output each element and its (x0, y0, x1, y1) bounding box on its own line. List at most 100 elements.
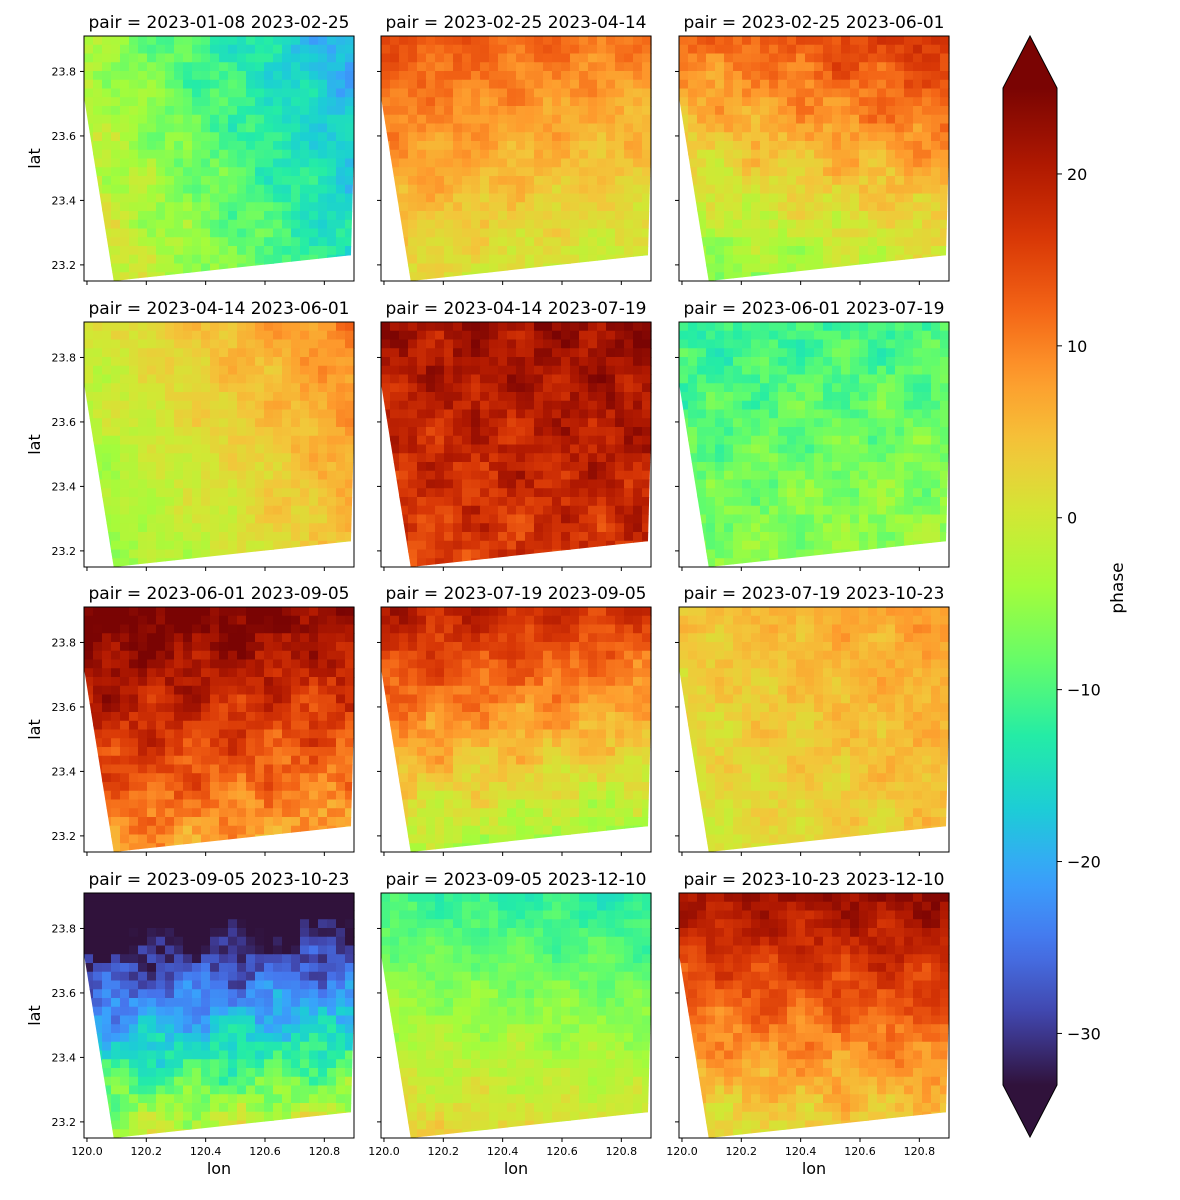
heatmap-cell (931, 53, 941, 63)
heatmap-cell (823, 392, 833, 402)
heatmap-cell (426, 176, 436, 186)
heatmap-cell (453, 400, 463, 411)
heatmap-cell (525, 219, 535, 230)
heatmap-cell (300, 158, 310, 168)
heatmap-cell (291, 263, 301, 273)
heatmap-cell (814, 176, 824, 186)
heatmap-cell (399, 193, 409, 203)
heatmap-cell (165, 400, 175, 411)
heatmap-cell (282, 193, 292, 203)
heatmap-cell (642, 272, 652, 281)
heatmap-cell (480, 167, 490, 177)
heatmap-cell (201, 374, 211, 384)
heatmap-cell (715, 514, 725, 524)
heatmap-cell (291, 53, 301, 63)
heatmap-cell (516, 348, 526, 358)
heatmap-cell (850, 123, 860, 133)
heatmap-cell (606, 211, 616, 221)
heatmap-cell (174, 123, 184, 133)
heatmap-cell (84, 540, 94, 551)
heatmap-cell (498, 453, 508, 463)
heatmap-cell (147, 330, 157, 341)
heatmap-cell (255, 330, 265, 341)
heatmap-cell (922, 132, 932, 142)
heatmap-cell (724, 365, 734, 376)
heatmap-cell (282, 400, 292, 411)
heatmap-cell (688, 272, 698, 281)
heatmap-cell (93, 427, 103, 437)
heatmap-cell (156, 44, 166, 55)
heatmap-cell (381, 488, 391, 498)
heatmap-cell (336, 132, 346, 142)
heatmap-cell (706, 418, 716, 428)
heatmap-cell (751, 435, 761, 446)
heatmap-cell (868, 228, 878, 238)
heatmap-cell (390, 211, 400, 221)
heatmap-cell (174, 348, 184, 358)
heatmap-cell (480, 409, 490, 419)
heatmap-cell (787, 427, 797, 437)
heatmap-cell (291, 444, 301, 454)
heatmap-cell (156, 505, 166, 516)
heatmap-cell (273, 132, 283, 142)
heatmap-cell (760, 357, 770, 367)
heatmap-cell (796, 409, 806, 419)
heatmap-cell (129, 470, 139, 481)
heatmap-cell (570, 53, 580, 63)
heatmap-cell (129, 435, 139, 446)
heatmap-cell (552, 409, 562, 419)
heatmap-cell (471, 374, 481, 384)
heatmap-cell (345, 392, 355, 402)
heatmap-cell (444, 219, 454, 230)
heatmap-cell (408, 348, 418, 358)
heatmap-cell (345, 479, 355, 489)
heatmap-cell (868, 211, 878, 221)
heatmap-cell (309, 272, 319, 281)
heatmap-cell (940, 106, 950, 116)
heatmap-cell (895, 339, 905, 349)
heatmap-cell (886, 453, 896, 463)
heatmap-cell (453, 470, 463, 481)
heatmap-cell (138, 97, 148, 107)
heatmap-cell (823, 167, 833, 177)
heatmap-cell (165, 36, 175, 46)
heatmap-cell (922, 374, 932, 384)
heatmap-cell (877, 409, 887, 419)
heatmap-cell (886, 254, 896, 265)
heatmap-cell (886, 97, 896, 107)
heatmap-cell (543, 79, 553, 90)
heatmap-cell (787, 374, 797, 384)
heatmap-cell (399, 558, 409, 567)
heatmap-cell (219, 453, 229, 463)
heatmap-cell (111, 479, 121, 489)
heatmap-cell (498, 167, 508, 177)
heatmap-cell (318, 53, 328, 63)
heatmap-cell (462, 558, 472, 567)
heatmap-cell (841, 479, 851, 489)
heatmap-cell (868, 36, 878, 46)
heatmap-cell (904, 211, 914, 221)
heatmap-cell (579, 219, 589, 230)
heatmap-cell (832, 365, 842, 376)
heatmap-cell (814, 158, 824, 168)
heatmap-cell (120, 44, 130, 55)
heatmap-cell (462, 211, 472, 221)
heatmap-cell (129, 202, 139, 212)
heatmap-cell (507, 114, 517, 125)
heatmap-cell (444, 97, 454, 107)
heatmap-cell (823, 36, 833, 46)
heatmap-cell (606, 348, 616, 358)
heatmap-cell (183, 435, 193, 446)
heatmap-cell (633, 228, 643, 238)
heatmap-cell (273, 488, 283, 498)
heatmap-cell (183, 132, 193, 142)
heatmap-cell (471, 158, 481, 168)
heatmap-cell (561, 176, 571, 186)
heatmap-cell (417, 392, 427, 402)
heatmap-cell (120, 149, 130, 160)
heatmap-cell (534, 453, 544, 463)
heatmap-cell (174, 202, 184, 212)
heatmap-cell (201, 53, 211, 63)
heatmap-cell (471, 479, 481, 489)
heatmap-cell (570, 365, 580, 376)
